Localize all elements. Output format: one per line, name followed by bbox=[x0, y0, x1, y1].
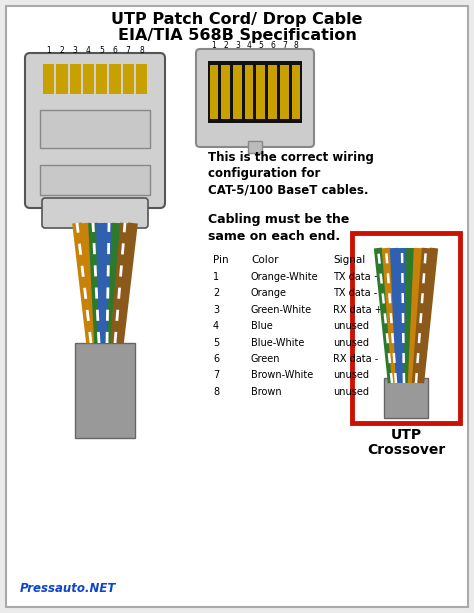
Text: 5: 5 bbox=[213, 338, 219, 348]
Text: 6: 6 bbox=[270, 41, 275, 50]
Text: 6: 6 bbox=[112, 46, 117, 55]
Bar bbox=[292, 65, 301, 119]
Text: Blue-White: Blue-White bbox=[251, 338, 304, 348]
Text: CAT-5/100 BaseT cables.: CAT-5/100 BaseT cables. bbox=[208, 183, 368, 196]
Bar bbox=[75, 343, 135, 438]
Text: Green: Green bbox=[251, 354, 281, 364]
Bar bbox=[248, 141, 262, 153]
Text: 4: 4 bbox=[213, 321, 219, 331]
Bar bbox=[233, 65, 242, 119]
Text: 8: 8 bbox=[139, 46, 144, 55]
Text: 2: 2 bbox=[223, 41, 228, 50]
Text: TX data -: TX data - bbox=[333, 288, 377, 298]
Text: UTP Patch Cord/ Drop Cable: UTP Patch Cord/ Drop Cable bbox=[111, 12, 363, 27]
Text: EIA/TIA 568B Specification: EIA/TIA 568B Specification bbox=[118, 28, 356, 43]
Text: 3: 3 bbox=[235, 41, 240, 50]
Text: RX data -: RX data - bbox=[333, 354, 378, 364]
Text: 7: 7 bbox=[213, 370, 219, 381]
Text: Green-White: Green-White bbox=[251, 305, 312, 314]
Text: 8: 8 bbox=[213, 387, 219, 397]
Text: 8: 8 bbox=[294, 41, 299, 50]
FancyBboxPatch shape bbox=[196, 49, 314, 147]
Text: unused: unused bbox=[333, 387, 369, 397]
Text: 3: 3 bbox=[73, 46, 78, 55]
Bar bbox=[280, 65, 289, 119]
Bar bbox=[56, 64, 67, 94]
Text: Blue: Blue bbox=[251, 321, 273, 331]
Bar bbox=[109, 64, 120, 94]
Bar bbox=[43, 64, 54, 94]
Text: Orange-White: Orange-White bbox=[251, 272, 319, 281]
Text: 1: 1 bbox=[213, 272, 219, 281]
Text: unused: unused bbox=[333, 321, 369, 331]
Text: 3: 3 bbox=[213, 305, 219, 314]
Bar bbox=[40, 165, 150, 195]
Text: 2: 2 bbox=[213, 288, 219, 298]
Text: same on each end.: same on each end. bbox=[208, 230, 340, 243]
Text: 4: 4 bbox=[246, 41, 252, 50]
Bar bbox=[40, 110, 150, 148]
Text: Color: Color bbox=[251, 255, 279, 265]
Bar bbox=[210, 65, 218, 119]
Text: unused: unused bbox=[333, 370, 369, 381]
Text: Pressauto.NET: Pressauto.NET bbox=[20, 582, 117, 595]
Bar bbox=[352, 233, 460, 423]
Text: This is the correct wiring: This is the correct wiring bbox=[208, 151, 374, 164]
Text: 2: 2 bbox=[60, 46, 64, 55]
Bar bbox=[268, 65, 277, 119]
Text: Orange: Orange bbox=[251, 288, 287, 298]
FancyBboxPatch shape bbox=[42, 198, 148, 228]
Text: RX data +: RX data + bbox=[333, 305, 383, 314]
Bar bbox=[245, 65, 254, 119]
Text: 1: 1 bbox=[211, 41, 216, 50]
FancyBboxPatch shape bbox=[25, 53, 165, 208]
Text: 7: 7 bbox=[126, 46, 130, 55]
Text: Pin: Pin bbox=[213, 255, 228, 265]
Text: UTP: UTP bbox=[391, 428, 421, 442]
Text: Signal: Signal bbox=[333, 255, 365, 265]
Text: 6: 6 bbox=[213, 354, 219, 364]
Text: 1: 1 bbox=[46, 46, 51, 55]
Text: 5: 5 bbox=[99, 46, 104, 55]
Bar bbox=[122, 64, 134, 94]
Text: Brown-White: Brown-White bbox=[251, 370, 313, 381]
Text: Cabling must be the: Cabling must be the bbox=[208, 213, 349, 226]
Text: Crossover: Crossover bbox=[367, 443, 445, 457]
Bar bbox=[384, 378, 428, 418]
Bar bbox=[208, 61, 302, 123]
Bar bbox=[256, 65, 265, 119]
Text: configuration for: configuration for bbox=[208, 167, 320, 180]
Bar bbox=[221, 65, 230, 119]
Text: unused: unused bbox=[333, 338, 369, 348]
Text: 7: 7 bbox=[282, 41, 287, 50]
Bar bbox=[70, 64, 81, 94]
Text: 5: 5 bbox=[258, 41, 264, 50]
Bar bbox=[83, 64, 94, 94]
Text: TX data +: TX data + bbox=[333, 272, 382, 281]
Bar bbox=[96, 64, 107, 94]
Bar bbox=[136, 64, 147, 94]
Text: 4: 4 bbox=[86, 46, 91, 55]
Text: Brown: Brown bbox=[251, 387, 282, 397]
